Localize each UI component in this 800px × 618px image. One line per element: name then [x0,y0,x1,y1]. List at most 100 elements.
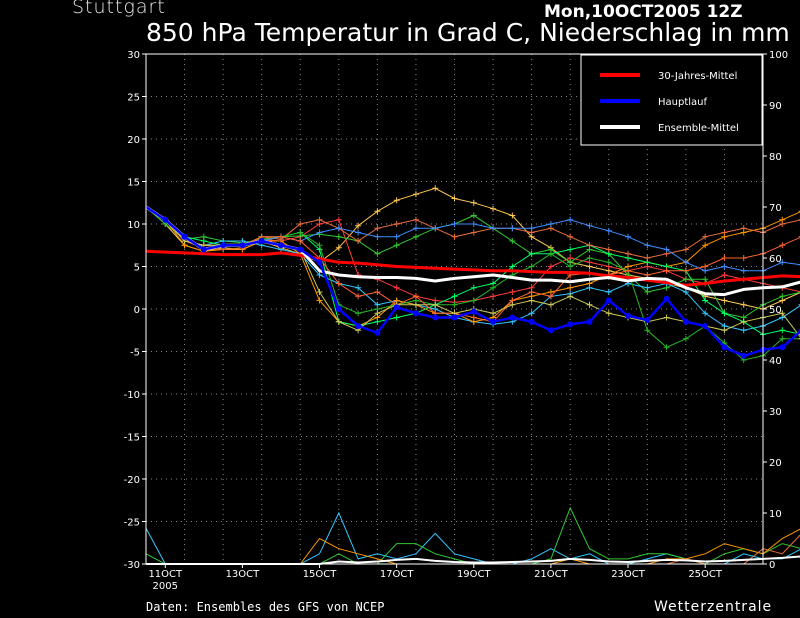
ensemble-point [316,242,323,249]
ensemble-point [586,301,593,308]
ensemble-point [412,216,419,223]
ensemble-point [374,225,381,232]
hauptlauf-point [682,318,689,325]
ensemble-point [682,289,689,295]
ensemble-point [547,293,554,300]
right-tick-label: 10 [769,509,782,520]
ensemble-point [509,301,516,308]
left-tick-label: 30 [127,50,140,61]
ensemble-point [702,242,709,249]
hauptlauf-point [567,321,574,328]
station-name: Stuttgart [72,0,166,18]
ensemble-point [490,293,497,300]
ensemble-point [740,255,747,261]
hauptlauf-point [605,297,612,304]
hauptlauf-point [181,233,188,240]
hauptlauf-point [412,310,419,317]
ensemble-point [682,259,689,266]
ensemble-point [451,233,458,240]
ensemble-point [682,335,689,342]
left-tick-label: -5 [130,348,140,359]
ensemble-point [740,318,747,325]
left-tick-label: -30 [124,560,140,571]
precip-line-precip-4 [146,534,800,565]
ensemble-point [547,250,554,257]
x-tick-label: 13OCT [226,569,261,580]
hauptlauf-point [200,246,207,253]
ensemble-point [779,242,786,249]
ensemble-point [528,310,535,317]
hauptlauf-point [335,306,342,312]
right-tick-label: 50 [769,305,782,316]
right-tick-label: 80 [769,152,782,163]
right-tick-label: 70 [769,203,782,214]
hauptlauf-point [586,318,593,325]
ensemble-point [528,289,535,295]
ensemble-point [702,297,709,304]
hauptlauf-point [663,295,670,302]
ensemble-point [721,310,728,317]
hauptlauf-point [374,329,381,336]
ensemble-point [335,225,342,232]
ensemble-point [335,216,342,223]
ensemble-point [355,222,362,229]
ensemble-point [432,185,439,192]
ensemble-point [547,221,554,227]
ensemble-point [412,301,419,308]
main-series [145,205,800,359]
ensemble-point [586,255,593,261]
ensemble-point [355,293,362,300]
ensemble-point [779,221,786,227]
hauptlauf-point [297,246,304,253]
ensemble-point [412,293,419,300]
hauptlauf-point [239,242,246,249]
ensemble-point [779,327,786,334]
ensemble-point [374,310,381,317]
ensemble-point [721,272,728,278]
series-line [145,249,800,287]
left-tick-label: -15 [124,433,140,444]
left-tick-label: 20 [127,135,140,146]
ensemble-point [335,244,342,251]
ensemble-point [567,293,574,300]
hauptlauf-point [451,314,458,321]
ensemble-point [567,263,574,270]
left-tick-label: -10 [124,390,140,401]
ensemble-point [721,297,728,304]
ensemble-point [451,301,458,308]
ensemble-point [393,197,400,204]
hauptlauf-point [509,314,516,321]
x-tick-label: 11OCT [148,569,183,580]
left-tick-label: 25 [127,93,140,104]
brand-credit: Wetterzentrale [654,599,773,615]
hauptlauf-point [277,242,284,249]
series-hauptlauf [145,205,800,359]
ensemble-point [644,327,651,334]
ensemble-point [625,267,632,274]
ensemble-point [393,242,400,249]
ensemble-point [355,284,362,291]
precipitation-series [145,506,800,565]
legend-label: Hauptlauf [658,97,707,108]
ensemble-point [625,233,632,240]
ensemble-point [721,263,728,270]
right-tick-label: 60 [769,254,782,265]
ensemble-point [412,233,419,240]
x-tick-label: 21OCT [534,569,569,580]
left-tick-label: -20 [124,475,140,486]
ensemble-point [702,310,709,317]
ensemble-point [682,246,689,253]
ensemble-point [586,242,593,249]
ensemble-point [412,191,419,198]
ensemble-point [702,276,709,283]
ensemble-point [721,229,728,236]
hauptlauf-point [258,238,265,244]
x-tick-sublabel: 2005 [153,581,178,592]
ensemble-point [470,229,477,236]
hauptlauf-point [393,304,400,311]
hauptlauf-point [528,318,535,325]
ensemble-point [528,263,535,270]
right-tick-label: 90 [769,101,782,112]
ensemble-point [470,221,477,227]
ensemble-point [335,280,342,287]
